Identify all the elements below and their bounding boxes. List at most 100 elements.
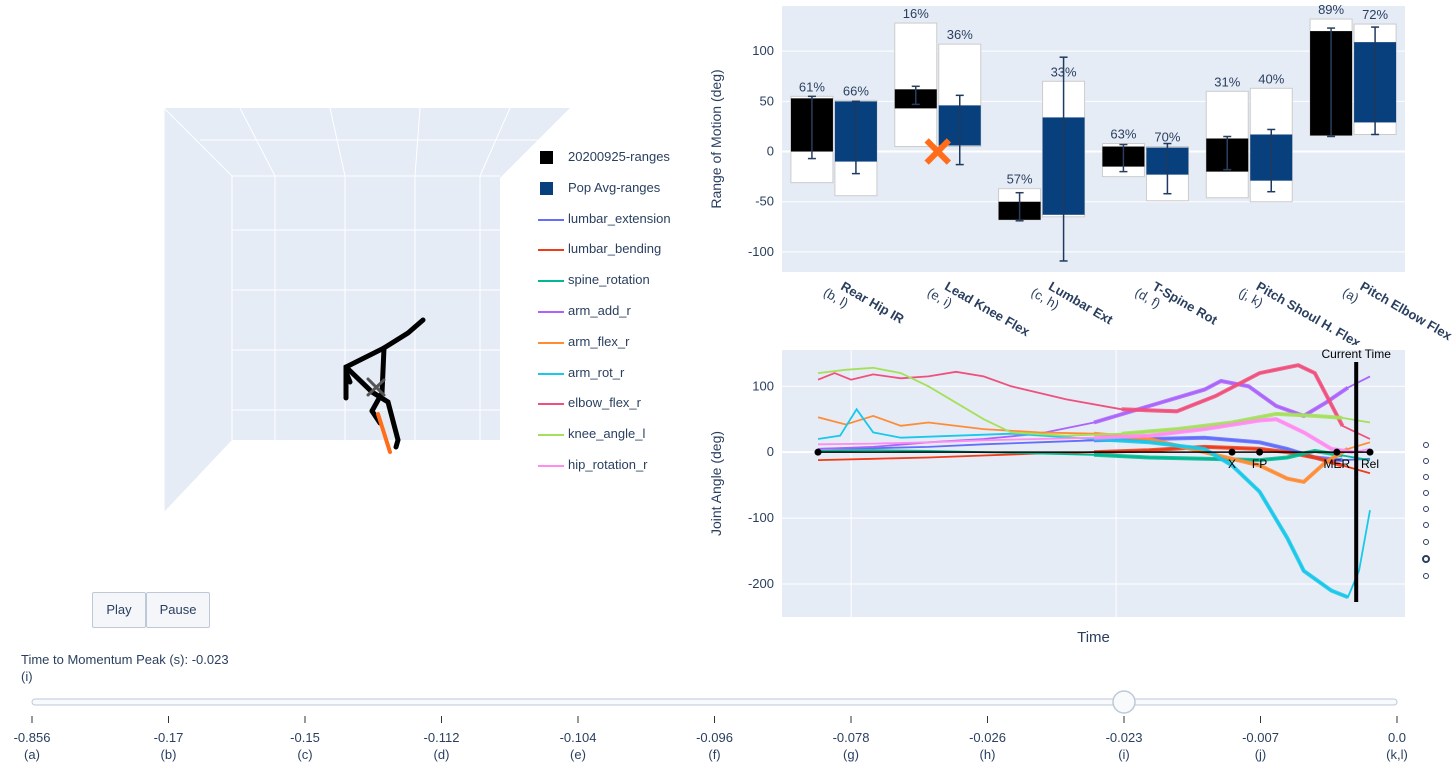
legend-label: hip_rotation_r: [568, 457, 648, 472]
slider-current-tag: (i): [21, 669, 33, 684]
slider-tick-label: -0.112: [424, 730, 460, 745]
x-axis-title: Time: [1077, 629, 1110, 646]
series-highlight: [1121, 363, 1345, 427]
slider-tick-tag: (f): [708, 747, 720, 762]
slider-tick-label: -0.078: [833, 730, 870, 745]
event-label: X: [1228, 457, 1236, 471]
percent-label: 63%: [1110, 127, 1136, 142]
legend-label: knee_angle_l: [568, 426, 646, 442]
percent-label: 61%: [799, 79, 825, 94]
y-tick-label: 100: [752, 43, 774, 58]
current-time-label: Current Time: [1322, 347, 1392, 361]
range-of-motion-chart: -100 -50 0 50 100 Range of Motion (deg) 61% 66%…: [708, 2, 1456, 345]
category-label: Lead Knee Flex: [942, 279, 1033, 340]
percent-label: 66%: [843, 83, 869, 98]
slider-tick-tag: (d): [434, 747, 450, 762]
slider-tick-tag: (a): [24, 747, 40, 762]
category-label: T-Spine Rot: [1150, 279, 1221, 328]
skeleton-figure: [343, 317, 426, 454]
y-tick-label: 0: [767, 444, 774, 459]
event-marker: [1256, 448, 1264, 456]
slider-tick-tag: (i): [1118, 747, 1130, 762]
skeleton-3d-scene[interactable]: [0, 0, 700, 580]
percent-label: 36%: [947, 27, 973, 42]
legend-swatch: [540, 151, 553, 164]
series-highlight: [1093, 437, 1349, 600]
y-tick-label: 50: [760, 93, 774, 108]
legend-swatch: [538, 280, 564, 283]
slider-tick-tag: (c): [297, 747, 312, 762]
y-tick-label: -100: [748, 244, 774, 259]
percent-label: 89%: [1318, 2, 1344, 17]
category-label: Pitch Elbow Flex: [1358, 279, 1456, 344]
percent-label: 70%: [1154, 130, 1180, 145]
side-markers: [1422, 442, 1430, 579]
legend-label: arm_add_r: [568, 303, 631, 318]
legend-swatch: [538, 218, 564, 221]
percent-label: 31%: [1214, 74, 1240, 89]
pause-button[interactable]: Pause: [146, 592, 210, 628]
legend-swatch: [538, 341, 564, 344]
series-highlight: [1093, 448, 1343, 463]
slider-tick-tag: (j): [1255, 747, 1267, 762]
legend-swatch: [540, 181, 553, 195]
series-highlight: [1121, 411, 1343, 436]
slider-tick-label: -0.023: [1106, 730, 1143, 745]
plot-area: [782, 6, 1405, 272]
slider-tick-label: -0.856: [14, 730, 51, 745]
series-highlight: [1093, 417, 1354, 455]
slider-current-label: Time to Momentum Peak (s): -0.023: [21, 652, 229, 667]
legend-swatch: [538, 403, 564, 406]
series-highlight: [1093, 431, 1349, 485]
slider-tick-tag: (e): [570, 747, 586, 762]
event-marker: [1228, 448, 1236, 456]
event-label: FP: [1252, 457, 1267, 471]
slider-tick-tag: (k,l): [1386, 747, 1408, 762]
y-tick-label: -100: [748, 510, 774, 525]
y-tick-label: -200: [748, 576, 774, 591]
legend-label: arm_rot_r: [568, 364, 625, 380]
legend-label: spine_rotation: [568, 272, 650, 288]
series-highlight: [1093, 378, 1350, 425]
y-tick-label: 100: [752, 378, 774, 393]
scene-background: [163, 107, 570, 512]
slider-rail: [31, 698, 1398, 706]
y-tick-label: -50: [755, 194, 774, 209]
slider-tick-tag: (b): [161, 747, 177, 762]
legend-label: 20200925-ranges: [568, 149, 670, 164]
percent-label: 33%: [1051, 64, 1077, 79]
slider-tick-label: -0.096: [696, 730, 733, 745]
event-label: Rel: [1361, 457, 1379, 471]
event-marker: [814, 448, 822, 456]
legend-label: lumbar_extension: [568, 210, 671, 226]
slider-tick-label: -0.17: [154, 730, 184, 745]
percent-label: 16%: [903, 6, 929, 21]
subject-marker: [924, 138, 951, 165]
legend-swatch: [538, 465, 564, 467]
joint-angle-chart: -200 -100 0 100 Joint Angle (deg) Time X FP MER R…: [708, 347, 1405, 646]
play-button[interactable]: Play: [92, 592, 146, 628]
plot-area: [782, 350, 1405, 617]
range-envelope: [894, 22, 938, 148]
slider-handle[interactable]: [1112, 690, 1136, 714]
legend-swatch: [538, 372, 564, 375]
percent-label: 57%: [1007, 172, 1033, 187]
legend-label: arm_flex_r: [568, 333, 630, 349]
slider-tick-label: -0.026: [969, 730, 1006, 745]
y-axis-title: Range of Motion (deg): [708, 69, 724, 208]
category-tag: (a): [1340, 285, 1361, 306]
slider-tick-label: -0.104: [560, 730, 597, 745]
time-slider[interactable]: -0.856 (a) -0.17 (b) -0.15 (c) -0.112 (d) -0.104…: [0, 685, 1456, 773]
event-marker: [1366, 448, 1374, 456]
legend-label: elbow_flex_r: [568, 395, 641, 411]
legend-swatch: [538, 249, 564, 252]
event-label: MER: [1324, 457, 1351, 471]
legend-label: lumbar_bending: [568, 241, 662, 257]
y-tick-label: 0: [767, 144, 774, 159]
legend-swatch: [538, 311, 564, 313]
legend-swatch: [538, 434, 564, 437]
percent-label: 72%: [1362, 7, 1388, 22]
slider-tick-label: -0.007: [1242, 730, 1279, 745]
legend-label: Pop Avg-ranges: [568, 179, 661, 195]
event-marker: [1333, 448, 1341, 456]
